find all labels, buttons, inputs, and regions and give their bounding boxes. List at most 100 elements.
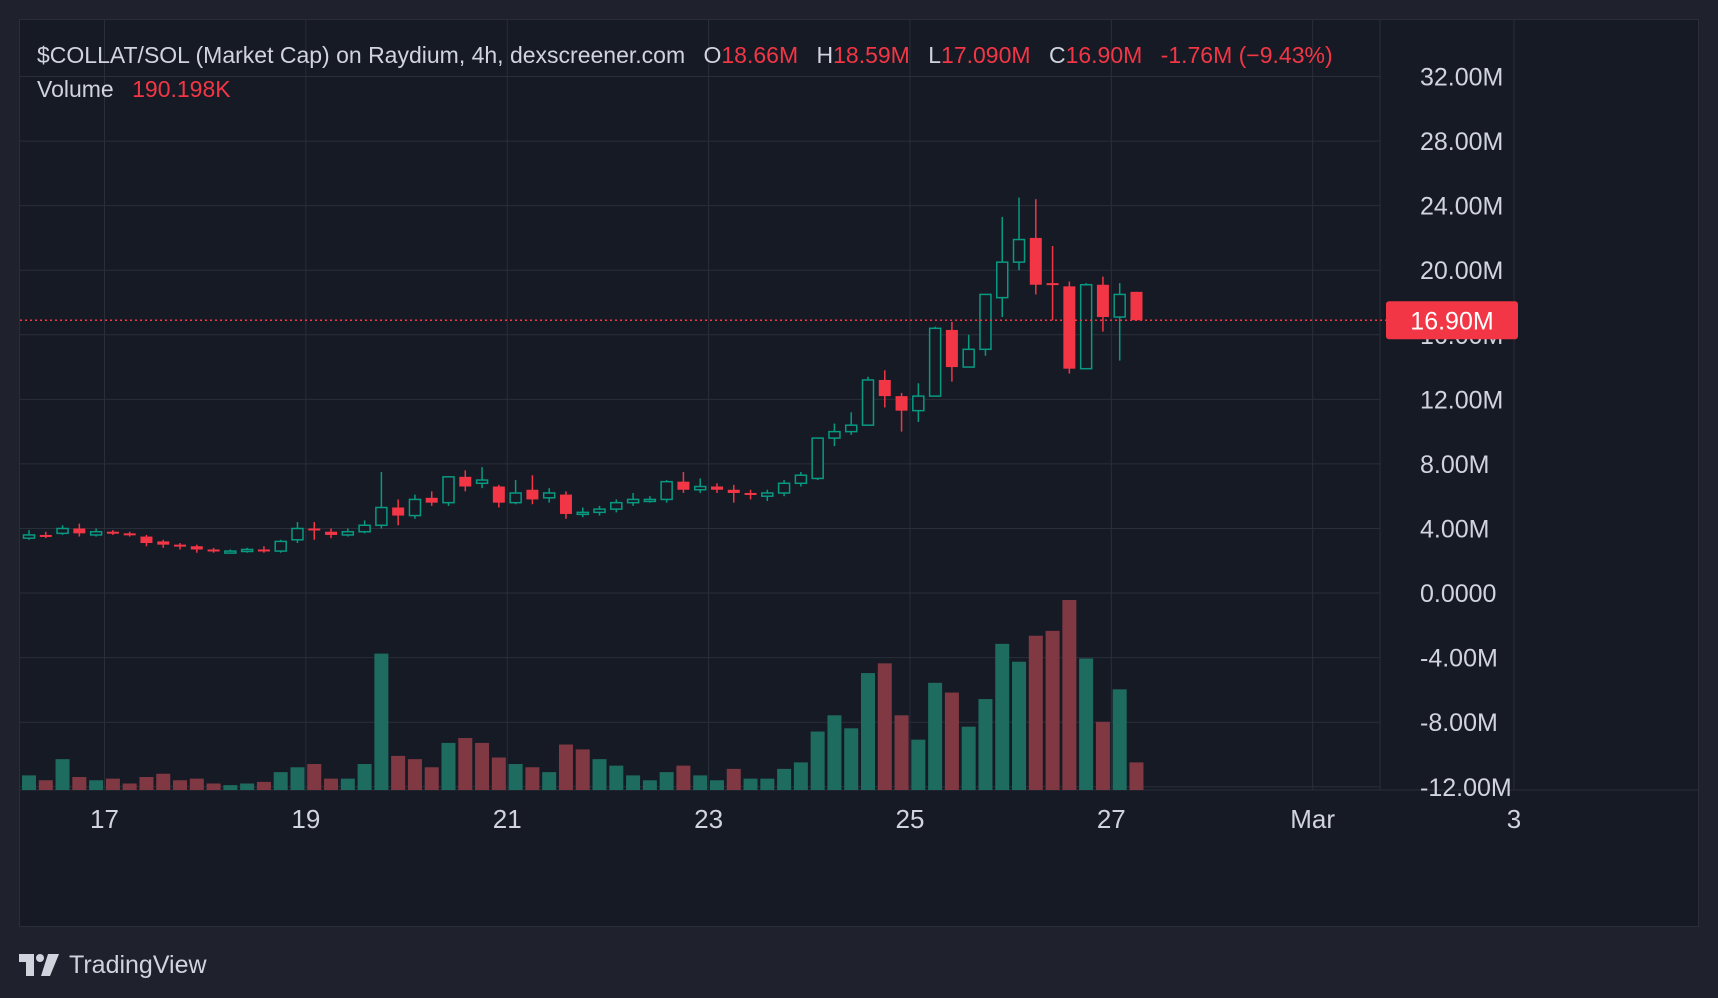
legend-volume-row: Volume 190.198K — [37, 72, 1333, 106]
candle-body-up — [224, 550, 237, 554]
close-label: C — [1048, 42, 1066, 68]
candle-body-up — [761, 492, 774, 497]
volume-bar — [22, 775, 36, 790]
candle-body-up — [844, 424, 858, 433]
volume-bar — [676, 765, 691, 790]
last-price-label: 16.90M — [1410, 307, 1493, 335]
candle-body-up — [509, 492, 522, 504]
candle-body-up — [610, 501, 623, 510]
volume-bar — [793, 762, 808, 790]
candle-body-up — [240, 548, 254, 553]
volume-bar — [592, 759, 607, 790]
volume-bar — [508, 764, 523, 790]
volume-bar — [72, 777, 87, 790]
x-tick-label: Mar — [1290, 804, 1335, 834]
candle-body-up — [828, 430, 841, 439]
candle-body-down — [157, 541, 170, 545]
volume-bar — [995, 643, 1010, 790]
candles — [22, 197, 1143, 554]
candle-body-up — [291, 527, 304, 541]
y-tick-label: 12.00M — [1420, 386, 1503, 414]
candle-body-up — [375, 506, 388, 527]
volume-bar — [324, 778, 339, 790]
candle-body-down — [727, 489, 740, 493]
close-value: 16.90M — [1065, 42, 1143, 68]
volume-bar — [810, 731, 825, 790]
chart-panel[interactable]: 32.00M28.00M24.00M20.00M16.00M12.00M8.00… — [19, 19, 1699, 927]
y-tick-label: 8.00M — [1420, 451, 1489, 479]
candle-body-up — [274, 540, 287, 552]
candle-body-down — [257, 549, 270, 552]
candle-body-down — [123, 533, 136, 536]
candle-body-up — [408, 498, 422, 517]
volume-bar — [1028, 635, 1043, 790]
candle-body-up — [777, 482, 791, 494]
volume-bar — [458, 738, 473, 790]
volume-bar — [491, 757, 506, 790]
volume-bar — [609, 765, 624, 790]
volume-bar — [1129, 762, 1144, 790]
time-axis[interactable]: 17 19 21 23 25 27 Mar 3 — [90, 804, 1521, 834]
candle-body-up — [593, 508, 606, 514]
branding-text: TradingView — [69, 950, 207, 979]
candle-body-up — [928, 327, 942, 397]
volume-bar — [1062, 600, 1077, 790]
candle-body-down — [207, 549, 220, 552]
candle-body-up — [794, 474, 808, 485]
volume-bar — [475, 742, 490, 790]
y-tick-label: 32.00M — [1420, 63, 1503, 91]
volume-bar — [626, 775, 641, 790]
candle-body-down — [744, 492, 757, 495]
volume-bar — [894, 715, 909, 790]
symbol-title[interactable]: $COLLAT/SOL (Market Cap) on Raydium, 4h,… — [37, 42, 686, 68]
price-axis[interactable]: 32.00M28.00M24.00M20.00M16.00M12.00M8.00… — [1386, 63, 1518, 802]
y-tick-label: -4.00M — [1420, 645, 1498, 673]
volume-bar — [961, 726, 976, 790]
y-tick-label: 20.00M — [1420, 257, 1503, 285]
candlestick-chart[interactable]: 32.00M28.00M24.00M20.00M16.00M12.00M8.00… — [20, 20, 1699, 927]
candle-body-down — [459, 476, 472, 487]
volume-bar — [173, 780, 188, 790]
y-tick-label: -12.00M — [1420, 774, 1512, 802]
candle-body-down — [325, 531, 338, 535]
volume-bar — [743, 778, 758, 790]
candle-body-down — [308, 528, 321, 531]
volume-bar — [542, 772, 557, 790]
y-tick-label: 28.00M — [1420, 128, 1503, 156]
volume-bar — [1095, 721, 1110, 790]
low-label: L — [928, 42, 942, 68]
candle-body-up — [693, 485, 707, 491]
y-tick-label: 0.0000 — [1420, 580, 1496, 608]
x-tick-label: 27 — [1097, 804, 1126, 834]
candle-body-up — [995, 261, 1009, 299]
candle-body-up — [22, 534, 36, 539]
candle-body-up — [89, 530, 103, 536]
volume-bar — [726, 768, 741, 790]
candle-body-up — [341, 530, 355, 536]
volume-bar — [1045, 630, 1060, 790]
candle-body-up — [358, 524, 371, 533]
volume-bar — [525, 767, 540, 790]
volume-bar — [139, 777, 154, 790]
volume-label[interactable]: Volume — [37, 76, 114, 102]
chart-legend: $COLLAT/SOL (Market Cap) on Raydium, 4h,… — [37, 38, 1333, 106]
candle-body-down — [677, 481, 690, 490]
tradingview-branding[interactable]: TradingView — [19, 948, 207, 982]
volume-bar — [391, 755, 406, 790]
volume-bar — [223, 785, 238, 790]
open-label: O — [703, 42, 722, 68]
x-tick-label: 19 — [291, 804, 320, 834]
open-value: 18.66M — [721, 42, 799, 68]
volume-bar — [978, 699, 993, 790]
candle-body-up — [442, 476, 455, 504]
candle-body-up — [1012, 238, 1026, 263]
candle-body-down — [1063, 286, 1076, 369]
candle-body-down — [392, 507, 405, 516]
candle-body-down — [39, 534, 52, 537]
candle-body-up — [626, 498, 640, 504]
candle-body-up — [1113, 293, 1126, 318]
volume-bar — [827, 715, 842, 790]
volume-bar — [911, 739, 926, 790]
volume-bar — [256, 781, 271, 790]
legend-ohlc-row: $COLLAT/SOL (Market Cap) on Raydium, 4h,… — [37, 38, 1333, 72]
